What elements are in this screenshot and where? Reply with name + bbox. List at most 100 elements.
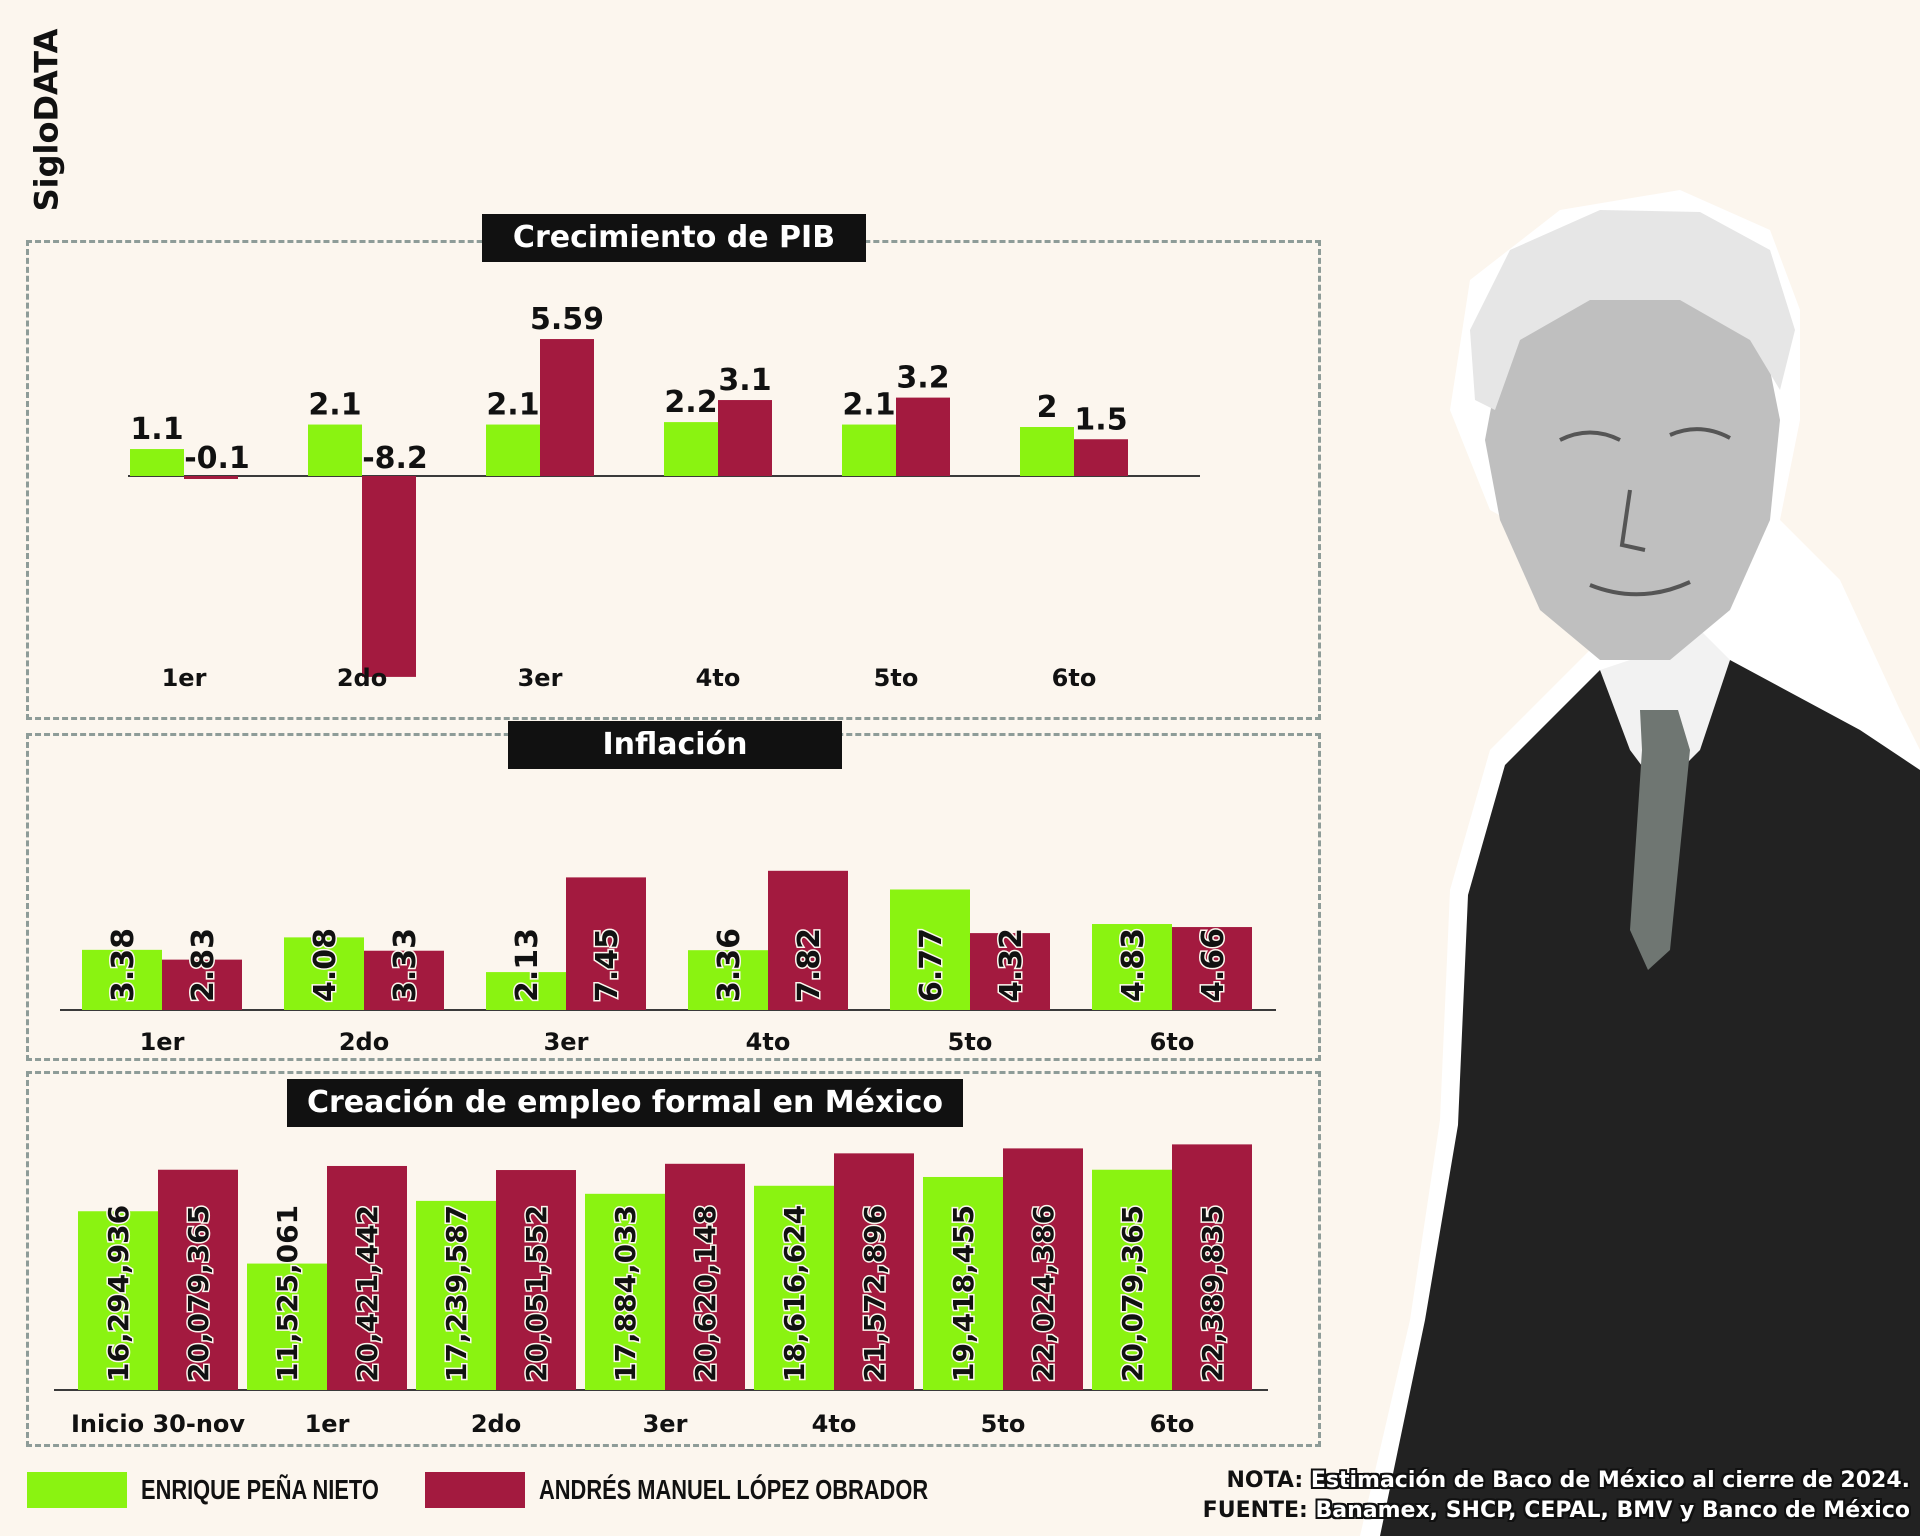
chart1-bar-amlo-1 [364,950,444,1010]
chart2-bar-amlo-3 [665,1163,745,1390]
chart2-bar-epn-6 [1092,1169,1172,1390]
chart0-category-1: 2do [337,664,387,692]
chart0-bar-amlo-0 [184,476,238,479]
chart2-label-amlo-2: 20,051,552 [520,1205,553,1382]
chart0-label-amlo-1: -8.2 [362,441,428,476]
chart1-bar-epn-4 [890,889,970,1010]
chart2-bar-epn-3 [585,1193,665,1390]
chart1-bar-amlo-3 [768,870,848,1010]
chart2-bar-epn-2 [416,1200,496,1390]
chart0-label-epn-1: 2.1 [308,388,361,423]
chart1-category-3: 4to [746,1028,791,1056]
chart0-label-epn-5: 2 [1037,390,1058,425]
chart2-category-2: 2do [471,1410,521,1438]
nota-text: Estimación de Baco de México al cierre d… [1310,1468,1910,1493]
chart0-label-epn-2: 2.1 [486,388,539,423]
chart1-label-epn-1: 4.08 [308,928,343,1002]
chart0-bar-epn-0 [130,449,184,476]
chart1-category-0: 1er [140,1028,185,1056]
chart2-label-epn-0: 16,294,936 [102,1205,135,1382]
chart2-bar-amlo-0 [158,1169,238,1390]
chart1-label-amlo-3: 7.82 [792,928,827,1002]
chart0-label-amlo-0: -0.1 [184,441,250,476]
chart2-category-3: 3er [643,1410,688,1438]
legend-amlo: ANDRÉS MANUEL LÓPEZ OBRADOR [425,1472,1038,1508]
chart1-category-1: 2do [339,1028,389,1056]
chart2-label-amlo-0: 20,079,365 [182,1205,215,1382]
politician-photo [1360,190,1920,1536]
chart1-bar-amlo-5 [1172,927,1252,1010]
notes-block: NOTA: Estimación de Baco de México al ci… [1203,1466,1910,1526]
fuente-label: FUENTE: [1202,1498,1308,1523]
nota-line: NOTA: Estimación de Baco de México al ci… [1203,1466,1910,1496]
chart0-bar-amlo-3 [718,400,772,476]
chart2-label-amlo-6: 22,389,835 [1196,1205,1229,1382]
chart0-category-5: 6to [1052,664,1097,692]
chart0-category-2: 3er [518,664,563,692]
legend-epn-swatch [27,1472,127,1508]
legend-amlo-label: ANDRÉS MANUEL LÓPEZ OBRADOR [539,1474,929,1505]
chart2-category-1: 1er [305,1410,350,1438]
chart2-bar-epn-5 [923,1176,1003,1390]
chart1-label-amlo-1: 3.33 [388,928,423,1002]
chart0-category-4: 5to [874,664,919,692]
chart1-label-epn-2: 2.13 [510,928,545,1002]
chart2-label-epn-6: 20,079,365 [1116,1205,1149,1382]
employment-chart-title: Creación de empleo formal en México [287,1079,963,1127]
chart1-bar-amlo-0 [162,959,242,1010]
chart2-label-amlo-1: 20,421,442 [351,1205,384,1382]
chart1-label-epn-3: 3.36 [712,928,747,1002]
chart0-label-epn-4: 2.1 [842,388,895,423]
face-details [1559,427,1731,597]
chart1-label-amlo-0: 2.83 [186,928,221,1002]
chart1-label-epn-5: 4.83 [1116,928,1151,1002]
chart0-bar-epn-3 [664,422,718,476]
chart0-label-epn-0: 1.1 [130,412,183,447]
chart2-label-epn-5: 19,418,455 [947,1205,980,1382]
chart2-category-0: Inicio 30-nov [71,1410,245,1438]
chart1-bar-epn-1 [284,937,364,1010]
face-shape [1485,270,1780,660]
chart1-bar-epn-5 [1092,924,1172,1010]
chart2-label-epn-3: 17,884,033 [609,1205,642,1382]
chart0-label-amlo-5: 1.5 [1074,402,1127,437]
chart1-category-2: 3er [544,1028,589,1056]
chart1-label-epn-0: 3.38 [106,928,141,1002]
suit-shape [1380,660,1920,1536]
nota-label: NOTA: [1226,1468,1304,1493]
chart2-bar-amlo-2 [496,1170,576,1390]
chart2-bar-epn-0 [78,1211,158,1390]
chart2-label-amlo-3: 20,620,148 [689,1205,722,1382]
chart1-bar-epn-2 [486,972,566,1010]
employment-panel [26,1071,1321,1447]
chart2-bar-amlo-1 [327,1165,407,1390]
chart1-label-amlo-4: 4.32 [994,928,1029,1002]
chart1-label-amlo-5: 4.66 [1196,928,1231,1002]
chart0-label-amlo-3: 3.1 [718,363,771,398]
chart0-label-amlo-2: 5.59 [530,302,604,337]
chart1-label-amlo-2: 7.45 [590,928,625,1002]
chart1-bar-epn-3 [688,950,768,1010]
chart2-label-epn-1: 11,525,061 [271,1205,304,1382]
chart0-label-epn-3: 2.2 [664,385,717,420]
legend-epn-label: ENRIQUE PEÑA NIETO [141,1474,379,1505]
chart1-category-4: 5to [948,1028,993,1056]
chart0-category-3: 4to [696,664,741,692]
chart2-label-amlo-4: 21,572,896 [858,1205,891,1382]
chart2-bar-epn-4 [754,1185,834,1390]
chart0-bar-epn-2 [486,424,540,476]
chart1-category-5: 6to [1150,1028,1195,1056]
chart2-category-4: 4to [812,1410,857,1438]
chart2-bar-epn-1 [247,1263,327,1390]
hair-shape [1470,210,1795,410]
chart0-bar-amlo-4 [896,397,950,476]
shirt-collar [1600,620,1730,790]
chart2-label-epn-2: 17,239,587 [440,1205,473,1382]
chart1-bar-amlo-2 [566,877,646,1010]
chart0-bar-amlo-2 [540,339,594,476]
chart2-label-epn-4: 18,616,624 [778,1205,811,1382]
fuente-line: FUENTE: Banamex, SHCP, CEPAL, BMV y Banc… [1203,1496,1910,1526]
legend-amlo-swatch [425,1472,525,1508]
inflation-chart-title: Inflación [508,721,842,769]
